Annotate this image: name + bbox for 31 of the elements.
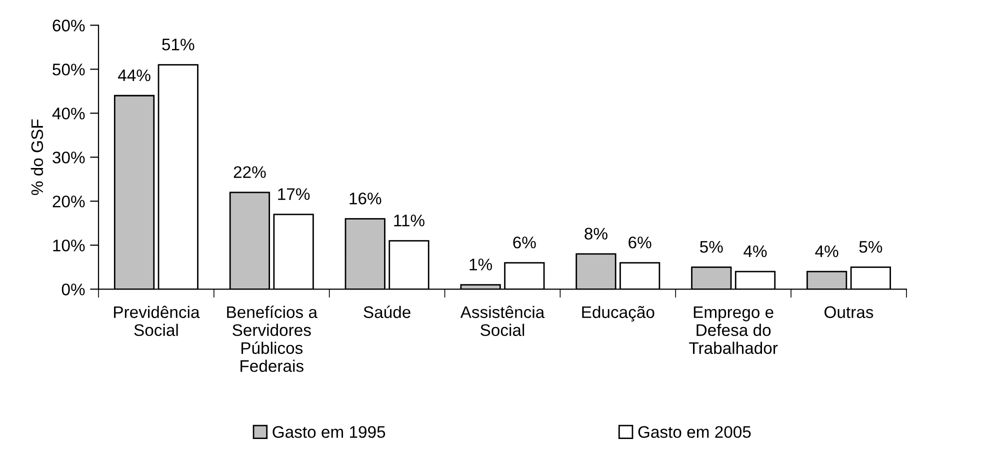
data-label: 22% — [234, 166, 266, 178]
data-label: 8% — [584, 228, 608, 240]
data-label: 17% — [278, 188, 310, 200]
data-label: 4% — [744, 245, 767, 258]
data-label: 6% — [513, 236, 536, 248]
y-tick-label: 50% — [52, 64, 85, 76]
data-label: 5% — [700, 241, 723, 253]
x-tick-label: Benefícios a Servidores Públicos Federais — [227, 306, 318, 372]
data-label: 16% — [350, 192, 382, 204]
data-label: 44% — [118, 69, 150, 82]
y-tick-label: 40% — [52, 108, 85, 120]
data-label: 6% — [628, 236, 652, 248]
x-tick-label: Previdência Social — [114, 306, 200, 336]
x-tick-label: Outras — [824, 306, 874, 318]
x-tick-label: Assistência Social — [460, 306, 545, 336]
x-tick-label: Emprego e Defesa do Trabalhador — [689, 306, 778, 354]
y-tick-label: 20% — [52, 196, 85, 208]
data-label: 4% — [815, 245, 838, 258]
y-tick-label: 30% — [52, 152, 85, 164]
data-label: 5% — [859, 241, 882, 253]
data-label: 51% — [162, 38, 194, 50]
y-tick-label: 10% — [53, 240, 85, 252]
y-axis-title: % do GSF — [30, 119, 44, 196]
x-tick-label: Educação — [582, 306, 654, 322]
y-tick-label: 60% — [52, 20, 85, 32]
legend-label: Gasto em 1995 — [272, 426, 386, 438]
x-tick-label: Saúde — [364, 306, 410, 318]
data-label: 1% — [470, 258, 492, 270]
legend-label: Gasto em 2005 — [638, 426, 751, 438]
y-tick-label: 0% — [62, 284, 85, 296]
data-label: 11% — [394, 214, 424, 226]
